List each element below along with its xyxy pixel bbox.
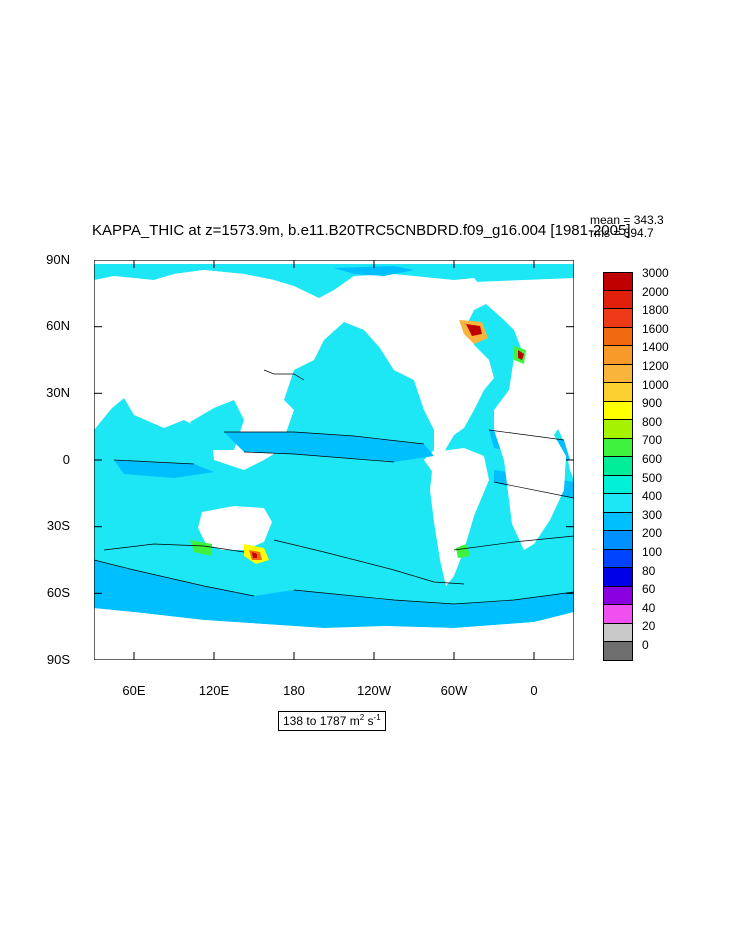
y-ticks [94,260,574,660]
units-range: 138 to 1787 m [283,714,360,728]
colorbar-box [603,309,633,328]
colorbar-box [603,512,633,531]
x-tick-label: 180 [283,683,305,698]
colorbar-box [603,642,633,661]
south-america-land [430,448,489,586]
colorbar-box [603,568,633,587]
units-s-exp: -1 [373,713,381,722]
colorbar-box [603,623,633,642]
contours [94,369,574,605]
antarctica-land [94,612,574,660]
asia-land [94,270,294,420]
ocean-map [94,260,574,660]
colorbar-box [603,272,633,291]
colorbar-box [603,401,633,420]
colorbar-label: 700 [642,433,663,448]
colorbar-box [603,364,633,383]
arctic-ocean [94,264,574,298]
colorbar-label: 60 [642,582,656,597]
colorbar-box [603,494,633,513]
equatorial-band [224,432,434,462]
colorbar-label: 800 [642,414,663,429]
x-tick-label: 120E [198,683,230,698]
colorbar-box [603,420,633,439]
colorbar-label: 400 [642,489,663,504]
colorbar-label: 2000 [642,284,669,299]
australia-land [198,506,272,550]
x-tick-label: 60W [440,683,468,698]
x-ticks [133,260,535,660]
africa-land [494,358,574,550]
x-tick-label: 120W [357,683,391,698]
colorbar-label: 1600 [642,321,669,336]
colorbar-label: 1200 [642,359,669,373]
y-tick-label: 60S [46,585,70,600]
y-tick-label: 60N [46,318,70,333]
colorbar-box [603,586,633,605]
y-tick-label: 0 [62,452,70,467]
units-label: 138 to 1787 m2 s-1 [278,711,386,731]
y-tick-label: 30N [46,385,70,400]
colorbar-label: 20 [642,619,656,634]
x-tick-label: 60E [122,683,146,698]
hotspots [190,320,526,564]
rms-stat: rms = 394.7 [590,226,654,240]
y-tick-label: 90S [46,652,70,667]
colorbar-label: 80 [642,563,656,578]
colorbar-box [603,290,633,309]
colorbar [603,272,633,661]
units-m-exp: 2 [359,713,365,722]
y-tick-label: 30S [46,518,70,533]
colorbar-box [603,438,633,457]
colorbar-label: 1800 [642,303,669,318]
colorbar-box [603,327,633,346]
colorbar-label: 100 [642,545,663,559]
colorbar-label: 0 [642,638,649,652]
mean-stat: mean = 343.3 [590,213,664,227]
colorbar-box [603,383,633,402]
units-s: s [364,714,374,728]
colorbar-label: 300 [642,507,663,522]
colorbar-box [603,475,633,494]
y-tick-label: 90N [46,252,70,267]
north-america-land [380,278,489,410]
land [94,270,574,660]
colorbar-label: 600 [642,452,663,466]
colorbar-label: 500 [642,470,663,485]
colorbar-label: 900 [642,396,663,411]
colorbar-label: 40 [642,600,656,615]
colorbar-box [603,605,633,624]
colorbar-box [603,549,633,568]
colorbar-box [603,457,633,476]
colorbar-label: 3000 [642,266,669,280]
colorbar-box [603,346,633,365]
colorbar-label: 1400 [642,340,669,355]
map-title: KAPPA_THIC at z=1573.9m, b.e11.B20TRC5CN… [92,222,631,239]
colorbar-label: 200 [642,526,663,541]
colorbar-label: 1000 [642,377,669,392]
x-tick-label: 0 [530,683,538,698]
colorbar-box [603,531,633,550]
